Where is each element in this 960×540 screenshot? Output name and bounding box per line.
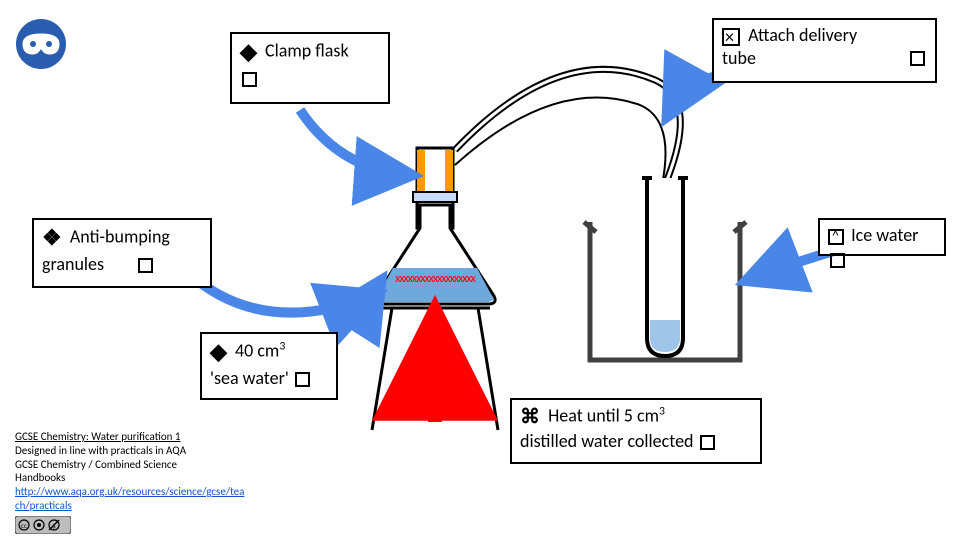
caret-box-icon: ^ [828,229,844,245]
label-heat: ⌘ Heat until 5 cm3 distilled water colle… [510,398,762,464]
label-text: Heat until 5 cm [548,404,659,426]
diamond-icon: ◆ [210,338,227,365]
command-icon: ⌘ [520,405,540,429]
label-ice: ^ Ice water [818,218,946,256]
sup: 3 [659,404,665,418]
label-anti: ❖ Anti-bumping granules [32,218,212,288]
beaker-icon [584,222,746,360]
label-text: 40 cm [235,340,279,362]
checkbox-icon [295,372,310,387]
footer-line: Designed in line with practicals in AQA [15,444,245,458]
label-text2: distilled water collected [520,430,694,452]
label-text: Attach delivery [748,24,857,46]
checkbox-icon [700,435,715,450]
svg-text:xxxxxxxxxxxxxxxxxxx: xxxxxxxxxxxxxxxxxxx [395,272,477,286]
label-clamp: ◆ Clamp flask [230,32,390,104]
footer-block: GCSE Chemistry: Water purification 1 Des… [15,430,245,513]
diamond-outline-icon: ❖ [42,224,62,251]
label-text: Anti-bumping [70,226,170,248]
test-tube-icon [642,178,688,356]
label-text2: granules [42,253,104,275]
sup: 3 [279,340,285,354]
label-text: Ice water [851,224,918,246]
checkbox-icon [242,72,257,87]
flask-icon: xxxxxxxxxxxxxxxxxxx [375,148,495,304]
diamond-icon: ◆ [240,38,257,65]
footer-line: GCSE Chemistry / Combined Science [15,458,245,472]
goggles-icon [15,18,67,70]
svg-text:cc: cc [21,521,27,530]
footer-line: GCSE Chemistry: Water purification 1 [15,430,245,444]
label-text: Clamp flask [265,40,349,62]
x-box-icon: × [722,28,740,46]
label-attach: × Attach delivery tube [712,18,937,83]
label-text2: tube [722,47,756,69]
checkbox-icon [910,51,925,66]
checkbox-icon [830,253,845,268]
footer-line: Handbooks [15,471,245,485]
checkbox-icon [138,258,153,273]
label-seawater: ◆ 40 cm3 'sea water' [200,332,338,400]
cc-icon: cc $ [15,516,71,534]
label-text2: 'sea water' [210,367,289,389]
footer-url[interactable]: http://www.aqa.org.uk/resources/science/… [15,485,245,513]
